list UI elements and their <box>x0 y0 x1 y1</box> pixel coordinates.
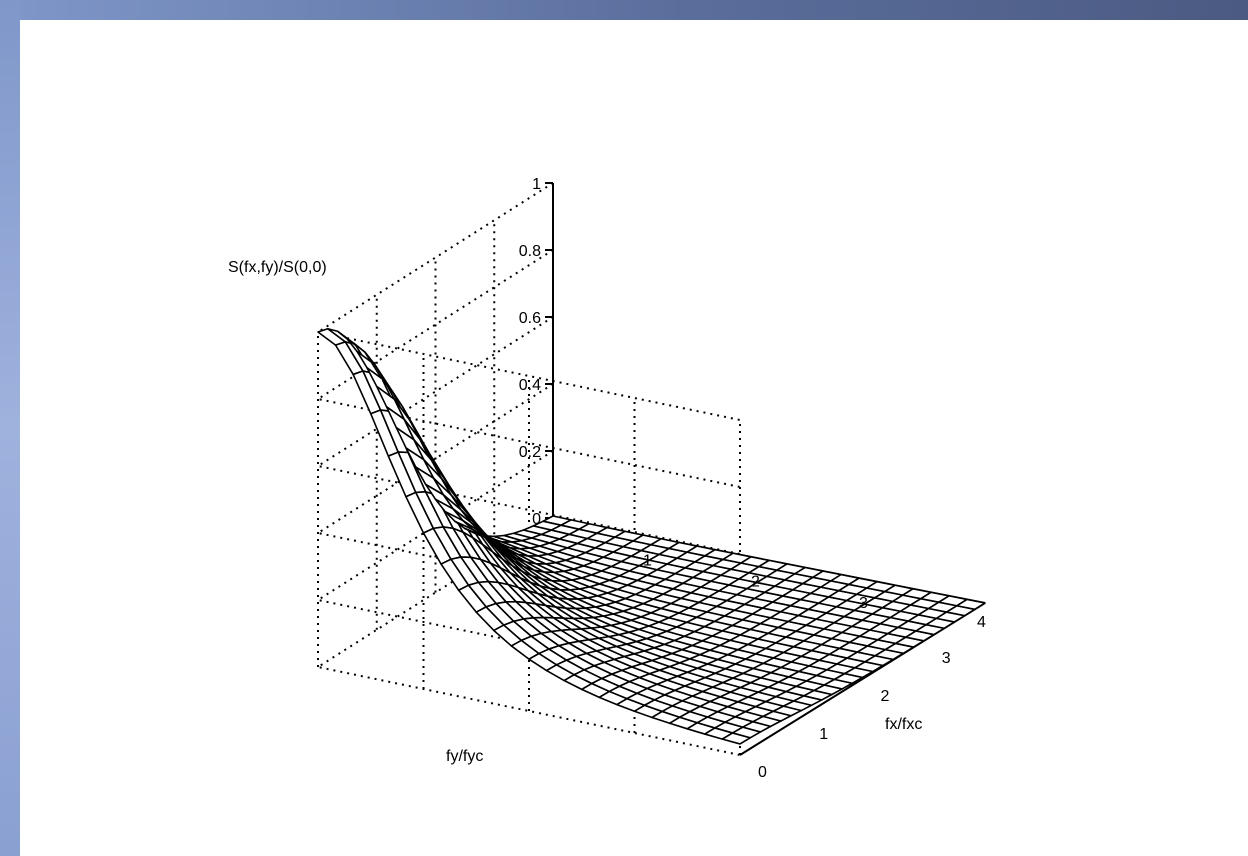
z-tick-label: 0.2 <box>519 444 541 461</box>
x-axis-label: fy/fyc <box>446 748 483 765</box>
y-tick-label: 1 <box>819 726 828 743</box>
left-accent-bar <box>0 0 20 856</box>
x-tick-label: 1 <box>643 552 652 569</box>
x-tick-label: 3 <box>859 595 868 612</box>
y-axis-label: fx/fxc <box>885 716 922 733</box>
y-tick-label: 3 <box>942 650 951 667</box>
wall-gridline <box>315 182 741 421</box>
z-tick-label: 1 <box>532 176 541 193</box>
labels: S(fx,fy)/S(0,0) fy/fyc fx/fxc 0 0.2 0.4 0.6… <box>228 176 986 781</box>
z-tick-label: 0.4 <box>519 377 541 394</box>
z-tick-label: 0.8 <box>519 243 541 260</box>
z-axis-label: S(fx,fy)/S(0,0) <box>228 259 327 276</box>
wall-gridline <box>315 383 741 622</box>
surface-mesh <box>317 327 986 745</box>
wall-gridline <box>315 249 741 488</box>
y-tick-label: 0 <box>758 764 767 781</box>
x-tick-label: 2 <box>751 574 760 591</box>
surface-cell <box>956 598 986 611</box>
wall-gridline <box>315 316 741 555</box>
z-tick-label: 0.6 <box>519 310 541 327</box>
x-tick-label: 4 <box>977 614 986 631</box>
z-tick-label: 0 <box>532 511 541 528</box>
top-accent-bar <box>0 0 1248 20</box>
y-tick-label: 2 <box>881 688 890 705</box>
wall-gridline <box>315 450 741 689</box>
